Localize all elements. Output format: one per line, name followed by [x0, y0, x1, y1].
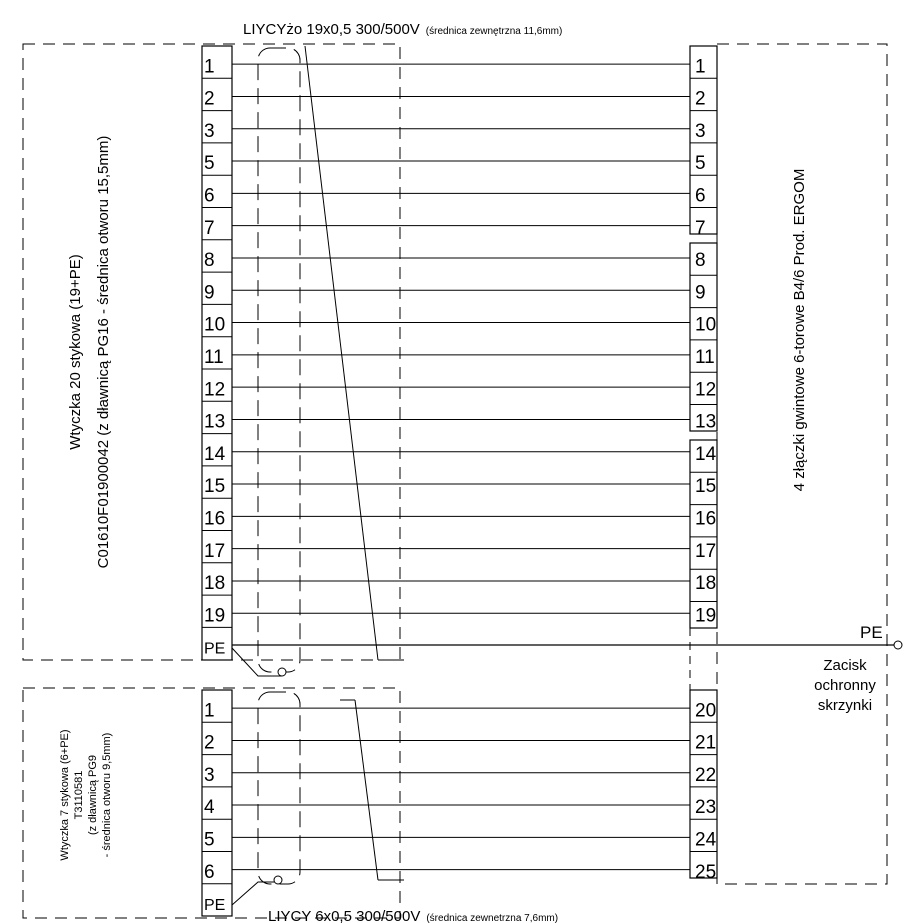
left-pin-13: 13 [204, 412, 225, 433]
right-pin-17: 17 [695, 541, 716, 562]
right-pin-9: 9 [695, 282, 706, 303]
pe-label: PE [860, 623, 883, 642]
right-pin-14: 14 [695, 444, 717, 465]
plug7-hole: - średnica otworu 9,5mm) [101, 733, 113, 858]
cable-shield-bottom [257, 691, 301, 885]
left-pin-16: 16 [204, 509, 225, 530]
left-pin-17: 17 [204, 541, 225, 562]
left-pin-5: 5 [204, 153, 215, 174]
left-pin-19: 19 [204, 605, 225, 626]
terminal-block-1 [689, 45, 718, 235]
left-pin-5: 5 [204, 830, 215, 851]
left-pin-pe: PE [204, 641, 225, 658]
left-pin-11: 11 [204, 347, 224, 368]
plug20-pin-column [201, 45, 233, 661]
pe-link-top [231, 647, 282, 677]
left-pin-6: 6 [204, 862, 215, 883]
clamp-label-1: Zacisk [823, 657, 867, 674]
right-pin-5: 5 [695, 153, 706, 174]
plug7-boundary [22, 687, 401, 919]
right-pin-20: 20 [695, 700, 716, 721]
right-pin-12: 12 [695, 379, 716, 400]
right-pin-22: 22 [695, 765, 716, 786]
left-pin-9: 9 [204, 282, 215, 303]
terminal-block-4 [689, 689, 718, 879]
pe-node-top [277, 667, 287, 677]
plug7-pin-column [201, 689, 233, 917]
right-pin-2: 2 [695, 89, 706, 110]
plug7-title: Wtyczka 7 stykowa (6+PE) [59, 729, 71, 860]
terminal-block-3 [689, 439, 718, 629]
left-pin-2: 2 [204, 89, 215, 110]
right-pin-15: 15 [695, 476, 716, 497]
cable-bottom-label: LIYCY 6x0,5 300/500V (średnica zewnetrzna… [268, 908, 558, 923]
shield-drain-top [304, 45, 379, 661]
terminals-label: 4 złączki gwintowe 6-torowe B4/6 Prod. E… [791, 169, 808, 492]
shield-drain-bottom [354, 699, 379, 881]
right-pin-1: 1 [695, 56, 706, 77]
pe-link-bottom [231, 881, 278, 906]
right-pin-21: 21 [695, 733, 716, 754]
left-pin-14: 14 [204, 444, 226, 465]
pe-node-bottom [273, 875, 283, 885]
clamp-label-3: skrzynki [818, 697, 872, 714]
left-pin-3: 3 [204, 121, 215, 142]
left-pin-7: 7 [204, 218, 215, 239]
left-pin-10: 10 [204, 315, 225, 336]
plug7-gland: (z dławnicą PG9 [87, 755, 99, 835]
right-pin-16: 16 [695, 509, 716, 530]
left-pin-15: 15 [204, 476, 225, 497]
cable-shield-top [257, 47, 301, 673]
left-pin-8: 8 [204, 250, 215, 271]
plug20-title: Wtyczka 20 stykowa (19+PE) [67, 254, 84, 449]
right-pin-13: 13 [695, 412, 716, 433]
left-pin-18: 18 [204, 573, 225, 594]
left-pin-3: 3 [204, 765, 215, 786]
left-pin-2: 2 [204, 733, 215, 754]
cable-top-label: LIYCYżo 19x0,5 300/500V (średnica zewnętr… [243, 21, 562, 38]
right-pin-3: 3 [695, 121, 706, 142]
left-pin-1: 1 [204, 56, 215, 77]
right-pin-11: 11 [695, 347, 715, 368]
right-pin-18: 18 [695, 573, 716, 594]
left-pin-4: 4 [204, 797, 215, 818]
right-pin-25: 25 [695, 862, 716, 883]
left-pin-6: 6 [204, 186, 215, 207]
plug7-code: T3110581 [73, 771, 85, 820]
right-pin-10: 10 [695, 315, 716, 336]
clamp-label-2: ochronny [814, 677, 876, 694]
left-pin-pe: PE [204, 897, 225, 914]
right-pin-24: 24 [695, 830, 717, 851]
right-pin-6: 6 [695, 186, 706, 207]
left-pin-12: 12 [204, 379, 225, 400]
right-pin-19: 19 [695, 605, 716, 626]
right-pin-7: 7 [695, 218, 706, 239]
pe-clamp-node [893, 640, 903, 650]
right-pin-23: 23 [695, 797, 716, 818]
right-pin-8: 8 [695, 250, 706, 271]
left-pin-1: 1 [204, 700, 215, 721]
terminal-block-2 [689, 242, 718, 432]
plug20-subtitle: C01610F01900042 (z dławnicą PG16 - średn… [95, 136, 112, 569]
